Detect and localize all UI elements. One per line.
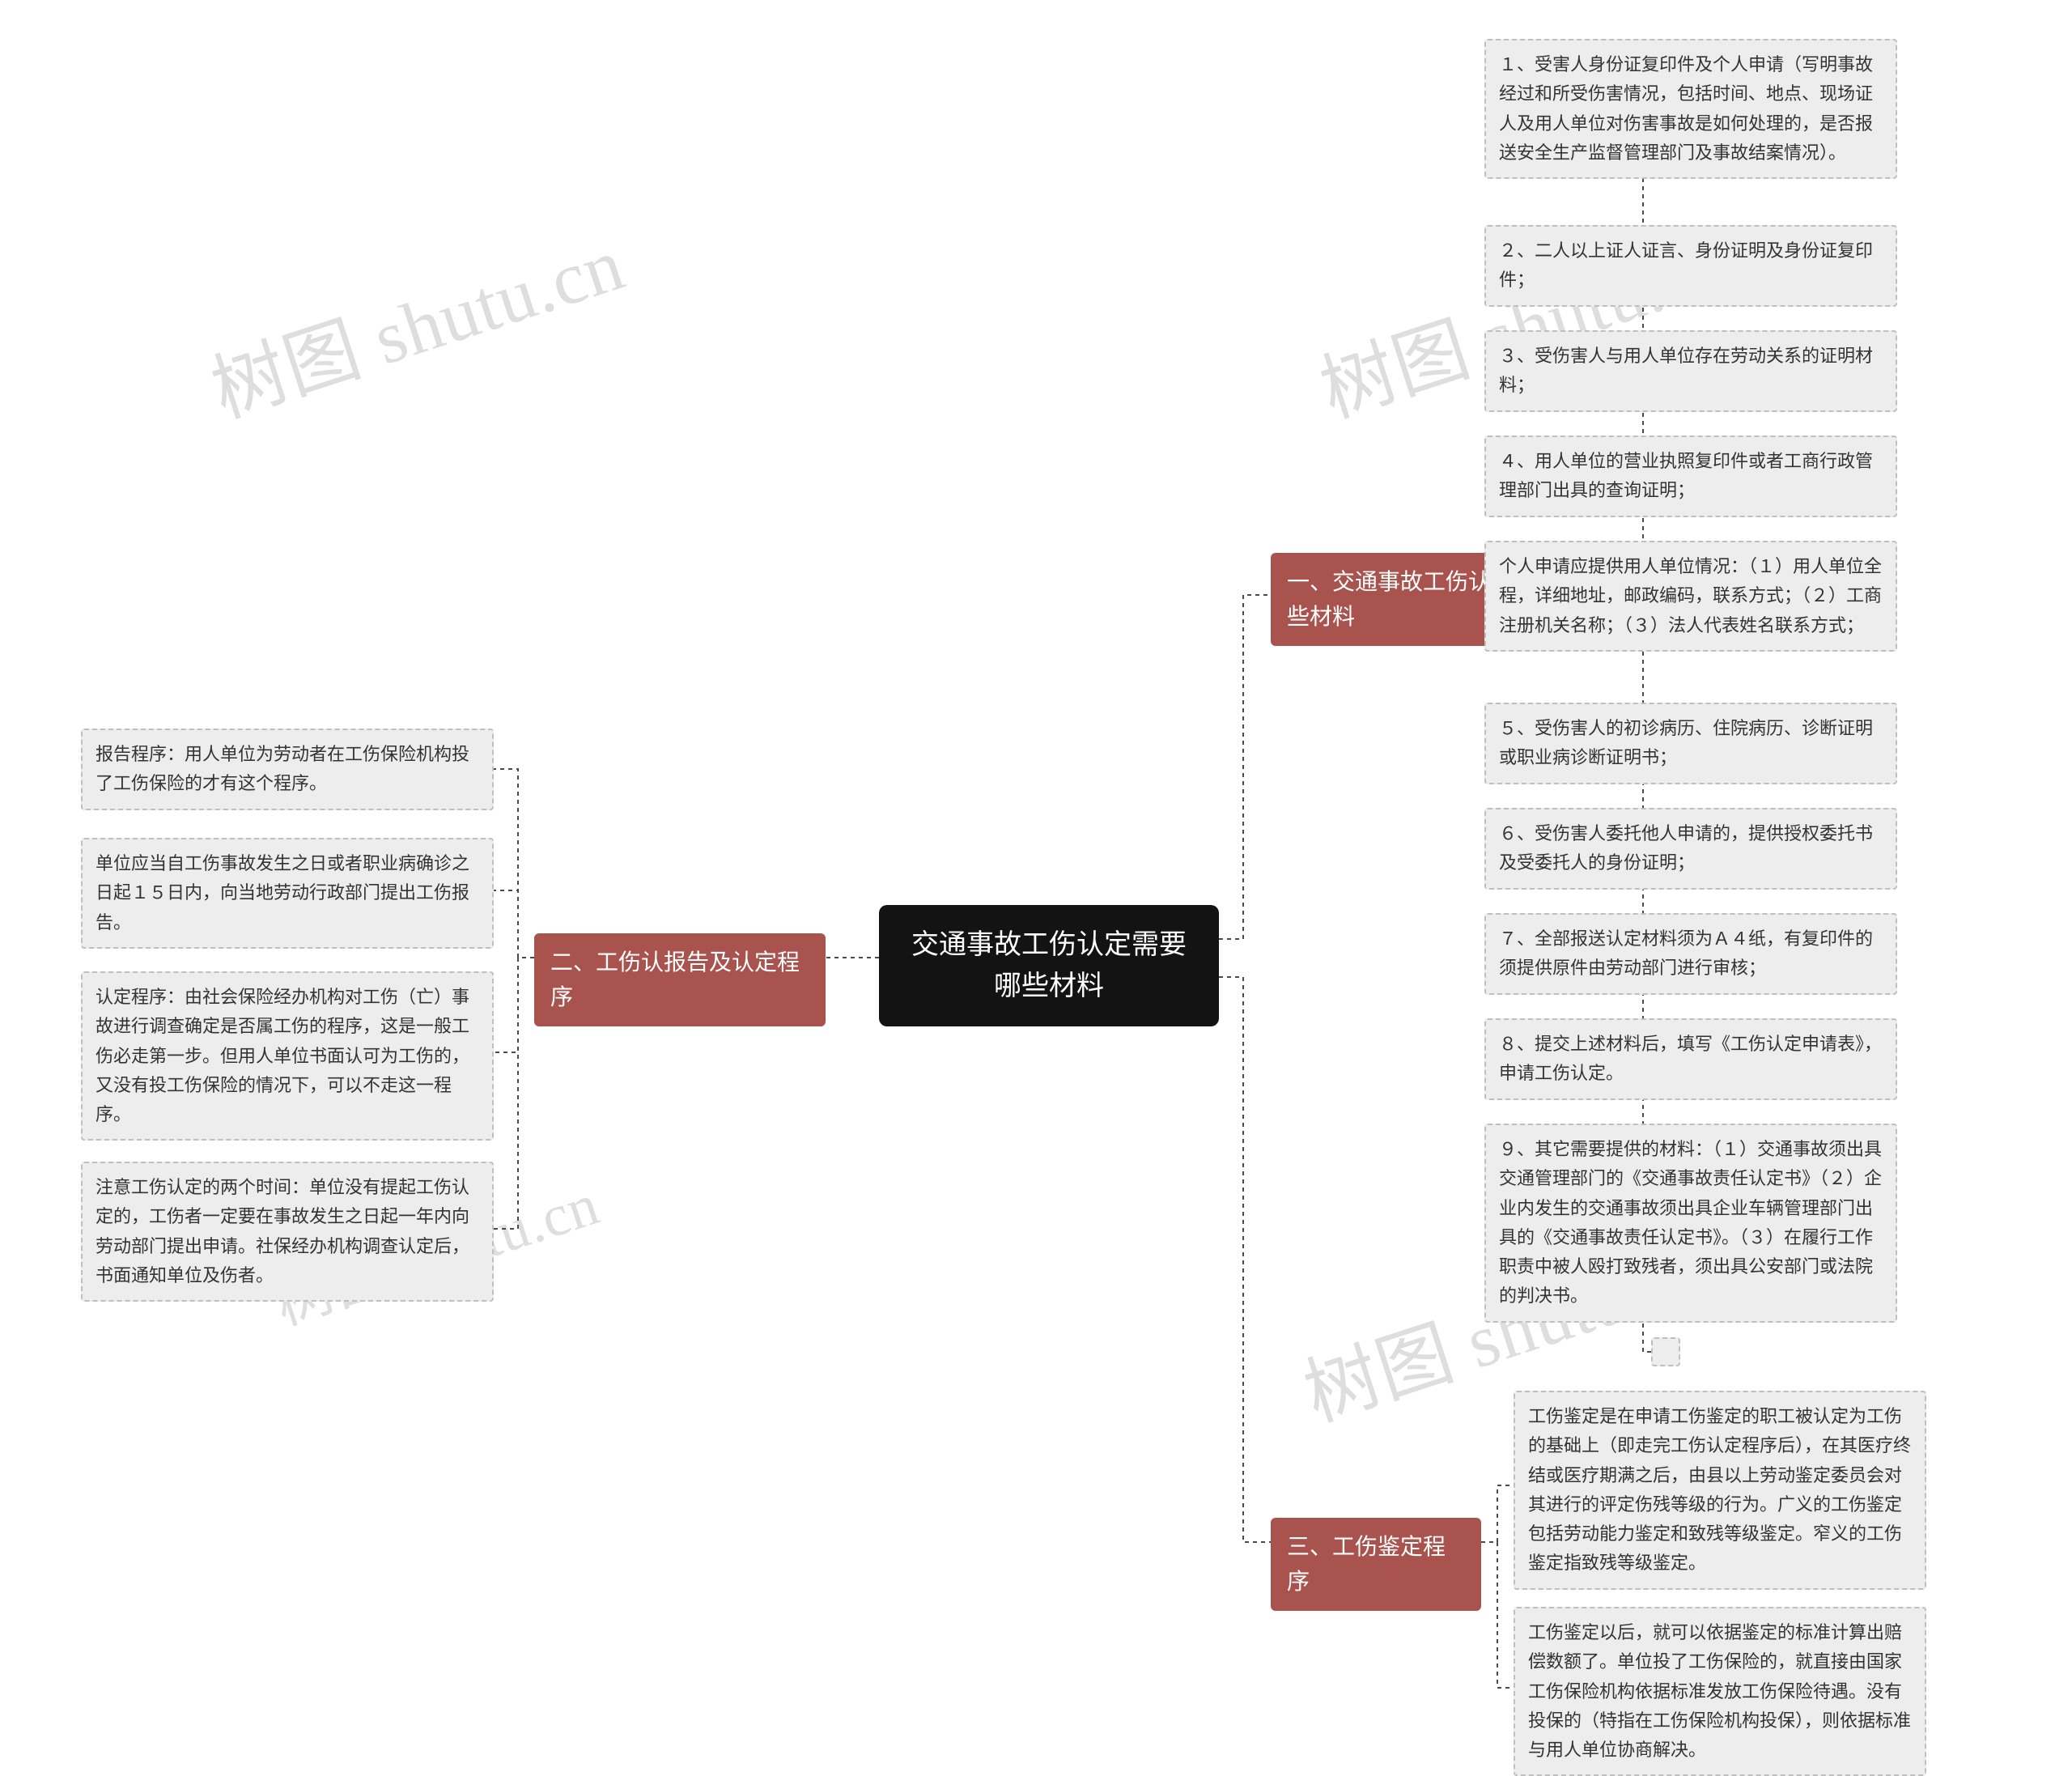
leaf-node: ２、二人以上证人证言、身份证明及身份证复印件；: [1484, 225, 1897, 307]
leaf-text: 单位应当自工伤事故发生之日或者职业病确诊之日起１５日内，向当地劳动行政部门提出工…: [96, 853, 469, 933]
leaf-text: ３、受伤害人与用人单位存在劳动关系的证明材料；: [1499, 346, 1873, 395]
leaf-text: ７、全部报送认定材料须为Ａ４纸，有复印件的须提供原件由劳动部门进行审核；: [1499, 928, 1873, 978]
leaf-text: 报告程序：用人单位为劳动者在工伤保险机构投了工伤保险的才有这个程序。: [96, 744, 469, 793]
root-node: 交通事故工伤认定需要哪些材料: [879, 905, 1219, 1026]
leaf-text: ６、受伤害人委托他人申请的，提供授权委托书及受委托人的身份证明；: [1499, 823, 1873, 873]
leaf-node: 注意工伤认定的两个时间：单位没有提起工伤认定的，工伤者一定要在事故发生之日起一年…: [81, 1162, 494, 1302]
leaf-node: 单位应当自工伤事故发生之日或者职业病确诊之日起１５日内，向当地劳动行政部门提出工…: [81, 838, 494, 949]
leaf-text: 工伤鉴定以后，就可以依据鉴定的标准计算出赔偿数额了。单位投了工伤保险的，就直接由…: [1528, 1622, 1911, 1760]
leaf-node: 认定程序：由社会保险经办机构对工伤（亡）事故进行调查确定是否属工伤的程序，这是一…: [81, 971, 494, 1141]
branch-three-label: 三、工伤鉴定程序: [1287, 1534, 1446, 1594]
leaf-node: ４、用人单位的营业执照复印件或者工商行政管理部门出具的查询证明；: [1484, 436, 1897, 517]
leaf-text: 认定程序：由社会保险经办机构对工伤（亡）事故进行调查确定是否属工伤的程序，这是一…: [96, 987, 469, 1124]
leaf-node: ７、全部报送认定材料须为Ａ４纸，有复印件的须提供原件由劳动部门进行审核；: [1484, 913, 1897, 995]
leaf-text: 注意工伤认定的两个时间：单位没有提起工伤认定的，工伤者一定要在事故发生之日起一年…: [96, 1177, 469, 1285]
branch-three: 三、工伤鉴定程序: [1271, 1518, 1481, 1611]
leaf-text: １、受害人身份证复印件及个人申请（写明事故经过和所受伤害情况，包括时间、地点、现…: [1499, 54, 1873, 163]
branch-two-label: 二、工伤认报告及认定程序: [550, 950, 800, 1009]
leaf-node: ３、受伤害人与用人单位存在劳动关系的证明材料；: [1484, 330, 1897, 412]
leaf-text: ５、受伤害人的初诊病历、住院病历、诊断证明或职业病诊断证明书；: [1499, 718, 1873, 767]
leaf-text: 工伤鉴定是在申请工伤鉴定的职工被认定为工伤的基础上（即走完工伤认定程序后），在其…: [1528, 1406, 1911, 1573]
leaf-text: ９、其它需要提供的材料：（１）交通事故须出具交通管理部门的《交通事故责任认定书》…: [1499, 1139, 1882, 1306]
leaf-text: ４、用人单位的营业执照复印件或者工商行政管理部门出具的查询证明；: [1499, 451, 1873, 500]
leaf-node: ５、受伤害人的初诊病历、住院病历、诊断证明或职业病诊断证明书；: [1484, 703, 1897, 784]
leaf-node: 工伤鉴定以后，就可以依据鉴定的标准计算出赔偿数额了。单位投了工伤保险的，就直接由…: [1514, 1607, 1926, 1776]
leaf-node: 工伤鉴定是在申请工伤鉴定的职工被认定为工伤的基础上（即走完工伤认定程序后），在其…: [1514, 1391, 1926, 1590]
leaf-node: １、受害人身份证复印件及个人申请（写明事故经过和所受伤害情况，包括时间、地点、现…: [1484, 39, 1897, 179]
leaf-text: ２、二人以上证人证言、身份证明及身份证复印件；: [1499, 240, 1873, 290]
leaf-node: 个人申请应提供用人单位情况：（１）用人单位全程，详细地址，邮政编码，联系方式；（…: [1484, 541, 1897, 652]
root-label: 交通事故工伤认定需要哪些材料: [911, 929, 1187, 1001]
leaf-node: 报告程序：用人单位为劳动者在工伤保险机构投了工伤保险的才有这个程序。: [81, 729, 494, 810]
leaf-text: 个人申请应提供用人单位情况：（１）用人单位全程，详细地址，邮政编码，联系方式；（…: [1499, 556, 1882, 635]
leaf-text: ８、提交上述材料后，填写《工伤认定申请表》，申请工伤认定。: [1499, 1034, 1882, 1083]
leaf-node: ６、受伤害人委托他人申请的，提供授权委托书及受委托人的身份证明；: [1484, 808, 1897, 890]
empty-leaf: [1651, 1337, 1680, 1366]
leaf-node: ９、其它需要提供的材料：（１）交通事故须出具交通管理部门的《交通事故责任认定书》…: [1484, 1124, 1897, 1323]
branch-two: 二、工伤认报告及认定程序: [534, 933, 826, 1026]
watermark: 树图 shutu.cn: [196, 204, 635, 438]
leaf-node: ８、提交上述材料后，填写《工伤认定申请表》，申请工伤认定。: [1484, 1018, 1897, 1100]
